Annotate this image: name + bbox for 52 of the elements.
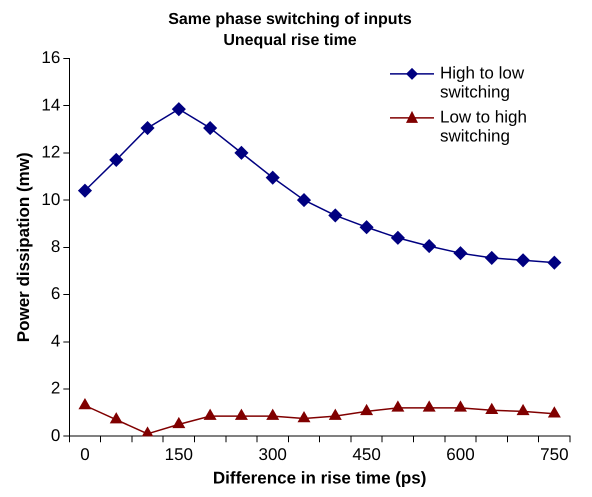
point <box>78 184 92 198</box>
chart-subtitle: Unequal rise time <box>223 32 357 50</box>
point <box>328 208 342 222</box>
point <box>517 404 530 416</box>
x-tick-label: 300 <box>258 445 287 464</box>
y-tick-label: 16 <box>41 48 60 68</box>
y-tick-label: 2 <box>50 378 60 398</box>
point <box>110 153 123 167</box>
point <box>204 409 216 420</box>
legend-label: High to low switching <box>440 64 525 102</box>
point <box>486 403 498 414</box>
point <box>392 401 404 412</box>
point <box>548 407 560 418</box>
y-tick-label: 0 <box>50 426 60 445</box>
point <box>516 254 530 268</box>
point <box>234 146 248 160</box>
point <box>203 121 217 135</box>
point <box>422 239 436 253</box>
y-axis-title: Power dissipation (mw) <box>14 152 33 342</box>
x-axis-title: Difference in rise time (ps) <box>212 468 426 488</box>
point <box>140 121 154 135</box>
point <box>298 412 310 422</box>
x-tick-label: 0 <box>80 445 90 464</box>
y-tick-label: 14 <box>41 95 60 114</box>
point <box>172 102 186 116</box>
y-tick-label: 12 <box>41 142 60 162</box>
point <box>266 170 280 184</box>
x-tick-label: 150 <box>164 445 194 464</box>
x-tick-label: 750 <box>540 445 569 464</box>
point <box>297 193 311 207</box>
point <box>548 256 562 270</box>
point <box>110 412 122 424</box>
y-tick-label: 4 <box>50 331 60 350</box>
chart-title: Same phase switching of inputs <box>168 11 412 28</box>
point <box>266 409 279 420</box>
point <box>235 409 248 420</box>
point <box>172 418 185 428</box>
point <box>423 401 436 412</box>
point <box>360 220 374 234</box>
point <box>329 409 342 420</box>
point <box>454 401 466 412</box>
point <box>485 251 499 265</box>
point <box>79 398 91 410</box>
legend-label: Low to high switching <box>440 108 527 146</box>
y-tick-label: 6 <box>50 284 60 304</box>
point <box>454 246 468 260</box>
point <box>391 231 405 245</box>
x-tick-label: 600 <box>446 445 475 464</box>
x-tick-label: 450 <box>352 445 381 464</box>
y-tick-label: 10 <box>41 190 60 209</box>
y-tick-label: 8 <box>50 236 60 256</box>
point <box>360 404 373 416</box>
